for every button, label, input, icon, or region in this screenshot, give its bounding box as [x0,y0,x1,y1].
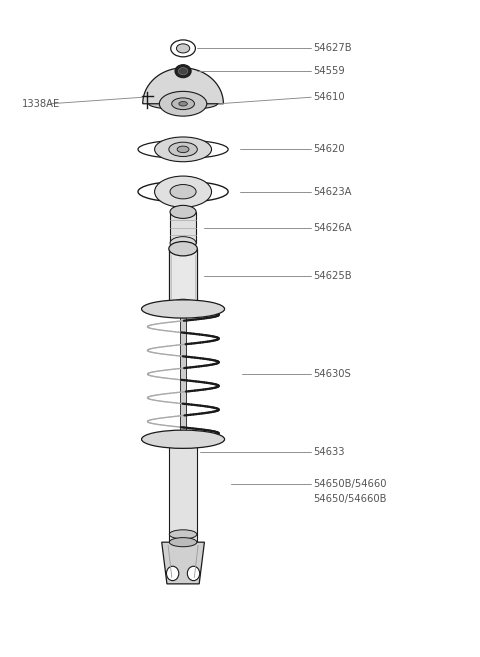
Text: 54650B/54660: 54650B/54660 [313,478,387,489]
Polygon shape [143,68,223,104]
Ellipse shape [187,566,200,581]
Ellipse shape [167,566,179,581]
Ellipse shape [155,176,212,208]
Ellipse shape [169,434,197,445]
Ellipse shape [172,299,194,309]
Polygon shape [169,249,197,304]
Ellipse shape [142,430,225,448]
Ellipse shape [138,140,228,158]
Text: 54630S: 54630S [313,369,351,379]
Ellipse shape [169,142,197,156]
Text: 54610: 54610 [313,92,345,102]
Ellipse shape [169,537,197,547]
Text: 1338AE: 1338AE [22,99,60,109]
Ellipse shape [179,101,187,106]
Ellipse shape [138,181,228,202]
Polygon shape [170,212,196,243]
Ellipse shape [170,206,196,218]
Ellipse shape [177,146,189,152]
Polygon shape [180,306,186,514]
Text: 54633: 54633 [313,447,345,457]
Ellipse shape [149,98,217,110]
Text: 54559: 54559 [313,66,345,76]
Text: 54625B: 54625B [313,271,352,281]
Ellipse shape [169,530,197,539]
Text: 54626A: 54626A [313,223,352,233]
Ellipse shape [172,98,194,110]
Ellipse shape [159,91,207,116]
Text: 54650/54660B: 54650/54660B [313,494,387,504]
Ellipse shape [179,68,188,75]
Ellipse shape [170,237,196,250]
Polygon shape [162,542,204,584]
Polygon shape [169,440,197,542]
Ellipse shape [170,185,196,199]
Ellipse shape [155,137,212,162]
Ellipse shape [175,64,191,78]
Text: 54627B: 54627B [313,43,352,53]
Text: 54620: 54620 [313,145,345,154]
Ellipse shape [142,300,225,318]
Ellipse shape [171,40,195,57]
Ellipse shape [177,44,190,53]
Ellipse shape [169,242,197,256]
Text: 54623A: 54623A [313,187,352,196]
